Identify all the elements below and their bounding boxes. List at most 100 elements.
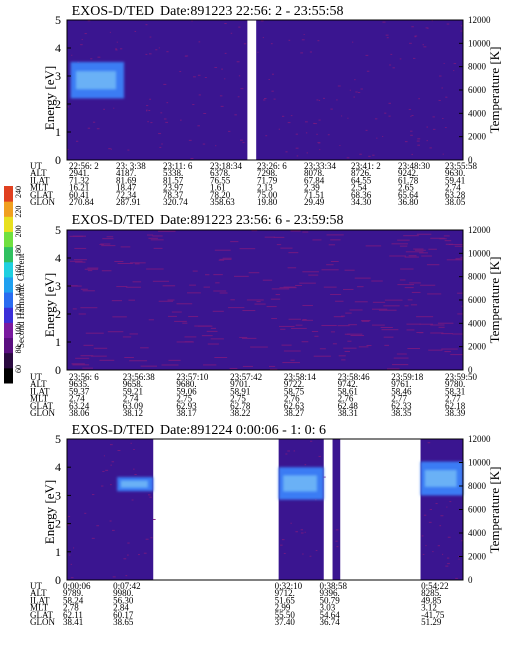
table-cell: 0:00:06 xyxy=(63,581,91,591)
table-cell: 9630. xyxy=(445,168,465,178)
noise-speckle xyxy=(171,311,182,313)
colorbar-swatch xyxy=(4,322,13,339)
noise-speckle xyxy=(413,248,424,250)
noise-speckle xyxy=(391,364,409,366)
noise-speckle xyxy=(150,537,153,539)
noise-speckle xyxy=(440,515,444,517)
noise-speckle xyxy=(240,88,244,90)
noise-speckle xyxy=(72,235,87,237)
table-cell: 19.80 xyxy=(257,197,278,207)
noise-speckle xyxy=(355,91,358,93)
noise-speckle xyxy=(288,318,302,320)
noise-speckle xyxy=(78,313,86,315)
noise-speckle xyxy=(341,115,343,117)
noise-speckle xyxy=(372,154,375,156)
y2-tick-label: 2000 xyxy=(468,342,487,352)
noise-speckle xyxy=(330,331,335,333)
noise-speckle xyxy=(278,128,281,130)
noise-speckle xyxy=(203,364,217,366)
noise-speckle xyxy=(439,238,447,240)
noise-speckle xyxy=(116,41,118,43)
table-cell: 62.78 xyxy=(230,401,251,411)
noise-speckle xyxy=(383,305,400,307)
noise-speckle xyxy=(300,529,304,531)
table-cell: 2.75 xyxy=(230,394,246,404)
noise-speckle xyxy=(330,293,342,295)
noise-speckle xyxy=(128,299,136,301)
table-cell: 23:41: 2 xyxy=(351,161,381,171)
y-tick-label: 0 xyxy=(55,363,61,377)
noise-speckle xyxy=(447,563,450,565)
intensity-core xyxy=(424,470,457,487)
noise-speckle xyxy=(91,537,95,539)
table-cell: 2.75 xyxy=(176,394,192,404)
colorbar-label: Second Harmonic Current xyxy=(16,253,26,348)
noise-speckle xyxy=(357,286,364,288)
noise-speckle xyxy=(422,44,424,46)
noise-speckle xyxy=(163,118,167,120)
noise-speckle xyxy=(365,129,368,131)
noise-speckle xyxy=(143,552,147,554)
noise-speckle xyxy=(233,275,249,277)
noise-speckle xyxy=(323,97,325,99)
table-cell: 38.31 xyxy=(338,408,358,418)
noise-speckle xyxy=(442,117,444,119)
noise-speckle xyxy=(432,116,435,118)
noise-speckle xyxy=(174,320,187,322)
noise-speckle xyxy=(296,155,299,157)
table-cell: 9789. xyxy=(63,588,83,598)
panel-3-ylabel: Energy [eV] xyxy=(42,480,57,544)
noise-speckle xyxy=(149,53,152,55)
table-cell: 63.24 xyxy=(69,401,90,411)
noise-speckle xyxy=(236,61,240,63)
intensity-core xyxy=(75,71,117,90)
y-tick-label: 4 xyxy=(55,41,61,55)
noise-speckle xyxy=(212,310,224,312)
table-row-label: GLON xyxy=(30,197,55,207)
table-cell: 59.21 xyxy=(123,386,143,396)
table-row-label: GLON xyxy=(30,408,55,418)
noise-speckle xyxy=(102,238,114,240)
table-cell: 51.65 xyxy=(275,595,296,605)
table-cell: 61.78 xyxy=(398,175,419,185)
colorbar-swatch xyxy=(4,292,13,308)
table-row-label: GLAT xyxy=(30,401,53,411)
noise-speckle xyxy=(439,525,442,527)
noise-speckle xyxy=(152,518,156,520)
panel-1-title: EXOS-D/TED xyxy=(72,4,154,19)
noise-speckle xyxy=(127,554,129,556)
panel-1-ylabel-right: Temperature [K] xyxy=(487,47,502,134)
table-cell: 23:57:42 xyxy=(230,372,262,382)
noise-speckle xyxy=(461,305,463,307)
table-row-label: MLT xyxy=(30,603,49,613)
noise-speckle xyxy=(167,299,175,301)
table-cell: 2.77 xyxy=(391,394,407,404)
noise-speckle xyxy=(372,301,386,303)
noise-speckle xyxy=(115,49,118,51)
noise-speckle xyxy=(290,115,293,117)
noise-speckle xyxy=(441,333,453,335)
panel-2-ylabel-right: Temperature [K] xyxy=(487,257,502,344)
noise-speckle xyxy=(308,274,319,276)
noise-speckle xyxy=(359,153,362,155)
noise-speckle xyxy=(84,268,99,270)
table-cell: 9242. xyxy=(398,168,418,178)
noise-speckle xyxy=(91,494,95,496)
y2-tick-label: 8000 xyxy=(468,481,487,491)
noise-speckle xyxy=(102,470,105,472)
noise-speckle xyxy=(242,142,245,144)
noise-speckle xyxy=(404,305,409,307)
colorbar-swatch xyxy=(4,276,13,293)
noise-speckle xyxy=(256,301,261,303)
noise-speckle xyxy=(399,245,408,247)
table-cell: 23:59:18 xyxy=(391,372,424,382)
noise-speckle xyxy=(198,41,201,43)
noise-speckle xyxy=(271,90,274,92)
noise-speckle xyxy=(321,324,337,326)
table-cell: 23:59:50 xyxy=(445,372,478,382)
noise-speckle xyxy=(347,340,352,342)
colorbar-tick-label: 240 xyxy=(14,186,23,198)
noise-speckle xyxy=(314,335,319,337)
noise-speckle xyxy=(271,318,277,320)
noise-speckle xyxy=(428,521,432,523)
